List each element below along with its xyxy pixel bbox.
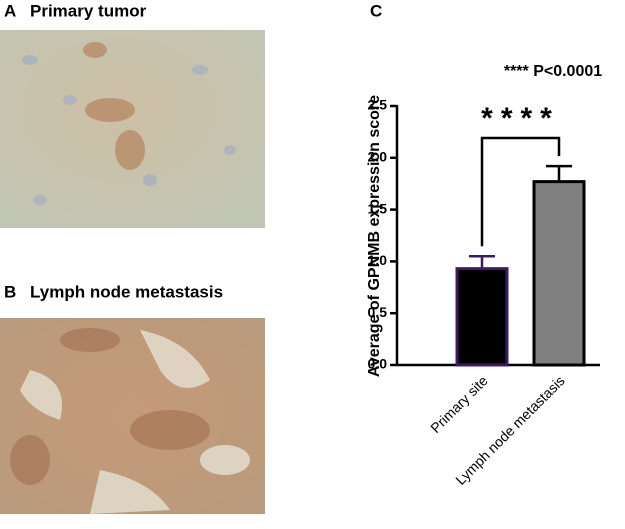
stain-texture [83, 42, 145, 170]
panel-title: Primary tumor [30, 1, 147, 20]
cell-texture [22, 55, 236, 205]
micrograph [0, 30, 265, 228]
y-tick-label: 1.5 [368, 200, 388, 216]
panel-title: Lymph node metastasis [30, 282, 223, 301]
bar [532, 180, 586, 367]
y-tick-label: 2.5 [368, 97, 388, 113]
stroma-texture [20, 330, 250, 514]
x-tick-label: Primary site [427, 372, 491, 436]
bar [455, 267, 509, 367]
y-tick-label: 1.0 [368, 252, 388, 268]
significance-bracket [480, 136, 561, 247]
panel-letter: A [4, 1, 16, 20]
significance-stars: **** [481, 102, 560, 135]
y-tick-label: 0.0 [368, 356, 388, 372]
y-tick-label: 0.5 [368, 304, 388, 320]
panel-letter: C [370, 1, 382, 20]
y-axis-label: Average of GPNMB expression score [366, 95, 383, 377]
panel-letter: B [4, 282, 16, 301]
annotation: **** P<0.0001 [504, 63, 602, 80]
stain-texture [10, 328, 210, 485]
y-tick-label: 2.0 [368, 149, 388, 165]
